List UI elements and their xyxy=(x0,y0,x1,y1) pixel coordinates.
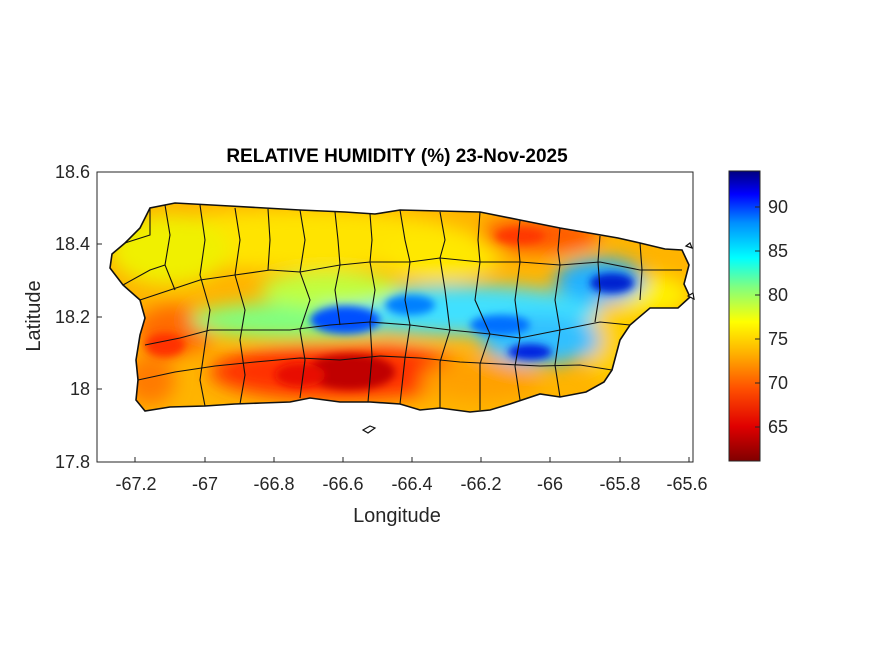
y-tick-label: 18.4 xyxy=(55,234,90,254)
colorbar-tick-label: 70 xyxy=(768,373,788,393)
y-tick-label: 17.8 xyxy=(55,452,90,472)
x-tick-label: -67.2 xyxy=(115,474,156,494)
y-tick-label: 18.6 xyxy=(55,162,90,182)
x-tick-label: -66.8 xyxy=(253,474,294,494)
colorbar-gradient xyxy=(728,170,761,462)
x-axis-label: Longitude xyxy=(353,505,441,527)
colorbar-tick-label: 65 xyxy=(768,417,788,437)
x-tick-label: -65.8 xyxy=(599,474,640,494)
colorbar-tick-label: 80 xyxy=(768,285,788,305)
x-tick-label: -66.2 xyxy=(460,474,501,494)
x-tick-label: -66 xyxy=(537,474,563,494)
y-axis-label: Latitude xyxy=(23,280,45,351)
x-tick-label: -66.6 xyxy=(322,474,363,494)
colorbar-tick-label: 90 xyxy=(768,197,788,217)
map-title: RELATIVE HUMIDITY (%) 23-Nov-2025 xyxy=(226,146,568,167)
colorbar: 90 85 80 75 70 65 xyxy=(728,170,788,462)
x-tick-label: -67 xyxy=(192,474,218,494)
x-tick-label: -65.6 xyxy=(666,474,707,494)
x-tick-label: -66.4 xyxy=(391,474,432,494)
municipality-boundaries xyxy=(122,204,682,410)
islets xyxy=(361,242,695,434)
island-outline xyxy=(109,202,691,413)
y-tick-label: 18 xyxy=(70,379,90,399)
y-axis: 18.6 18.4 18.2 18 17.8 xyxy=(55,162,102,472)
colorbar-tick-label: 85 xyxy=(768,241,788,261)
colorbar-tick-label: 75 xyxy=(768,329,788,349)
x-axis: -67.2 -67 -66.8 -66.6 -66.4 -66.2 -66 -6… xyxy=(115,457,708,494)
y-tick-label: 18.2 xyxy=(55,307,90,327)
